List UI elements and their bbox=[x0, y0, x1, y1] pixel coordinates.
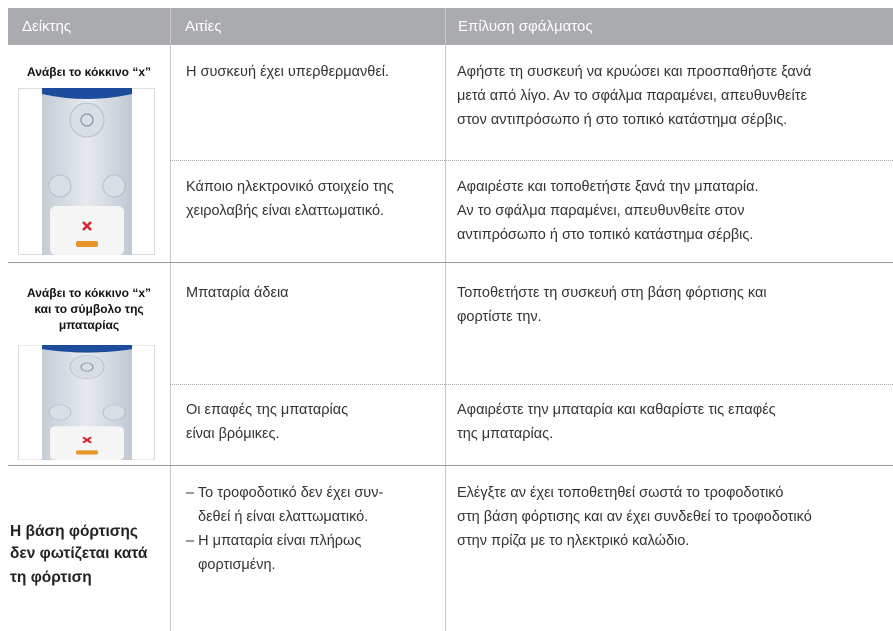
solution-text: Αφαιρέστε την μπαταρία και καθαρίστε τις… bbox=[457, 402, 776, 418]
solution-text: στον αντιπρόσωπο ή στο τοπικό κατάστημα … bbox=[457, 112, 788, 128]
solution-text: αντιπρόσωπο ή στο τοπικό κατάστημα σέρβι… bbox=[457, 227, 754, 243]
cause-text: δεθεί ή είναι ελαττωματικό. bbox=[198, 509, 369, 525]
cause-text: φορτισμένη. bbox=[198, 557, 276, 573]
indicator-label: Η βάση φόρτισης bbox=[10, 523, 138, 540]
solution-text: Αφήστε τη συσκευή να κρυώσει και προσπαθ… bbox=[457, 64, 812, 80]
solution-text: Τοποθετήστε τη συσκευή στη βάση φόρτισης… bbox=[457, 285, 767, 301]
header-cell: Αιτίες bbox=[185, 18, 222, 35]
indicator-label: μπαταρίας bbox=[58, 318, 120, 332]
row-divider bbox=[8, 262, 893, 263]
solution-text: φορτίστε την. bbox=[457, 309, 542, 325]
solution-text: στη βάση φόρτισης και αν έχει συνδεθεί τ… bbox=[457, 509, 812, 525]
solution-text: στην πρίζα με το ηλεκτρικό καλώδιο. bbox=[457, 533, 690, 549]
cause-text: Μπαταρία άδεια bbox=[186, 285, 289, 301]
solution-text: της μπαταρίας. bbox=[457, 426, 554, 442]
header-cell: Δείκτης bbox=[22, 18, 72, 35]
device-image bbox=[18, 345, 155, 460]
column-divider bbox=[445, 8, 446, 631]
device-image bbox=[18, 88, 155, 255]
cause-text: Κάποιο ηλεκτρονικό στοιχείο της bbox=[186, 179, 394, 195]
indicator-label: και το σύμβολο της bbox=[34, 302, 144, 316]
solution-text: Ελέγξτε αν έχει τοποθετηθεί σωστά το τρο… bbox=[457, 485, 784, 501]
solution-text: Αν το σφάλμα παραμένει, απευθυνθείτε στο… bbox=[457, 203, 745, 219]
cause-text: είναι βρόμικες. bbox=[186, 426, 280, 442]
cause-text: – Το τροφοδοτικό δεν έχει συν- bbox=[186, 485, 384, 501]
row-divider bbox=[8, 465, 893, 466]
row-divider bbox=[170, 160, 893, 161]
table-header bbox=[8, 8, 893, 45]
solution-text: μετά από λίγο. Αν το σφάλμα παραμένει, α… bbox=[457, 88, 807, 104]
solution-text: Αφαιρέστε και τοποθετήστε ξανά την μπατα… bbox=[457, 179, 759, 195]
indicator-label: δεν φωτίζεται κατά bbox=[10, 545, 148, 562]
indicator-label: τη φόρτιση bbox=[10, 569, 92, 586]
indicator-label: Ανάβει το κόκκινο “x” bbox=[27, 65, 151, 79]
header-cell: Επίλυση σφάλματος bbox=[458, 18, 593, 35]
indicator-label: Ανάβει το κόκκινο “x” bbox=[27, 286, 151, 300]
column-divider bbox=[170, 8, 171, 631]
cause-text: χειρολαβής είναι ελαττωματικό. bbox=[186, 203, 385, 219]
row-divider bbox=[170, 384, 893, 385]
cause-text: Οι επαφές της μπαταρίας bbox=[186, 402, 349, 418]
cause-text: – Η μπαταρία είναι πλήρως bbox=[186, 533, 362, 549]
cause-text: Η συσκευή έχει υπερθερμανθεί. bbox=[186, 64, 390, 80]
